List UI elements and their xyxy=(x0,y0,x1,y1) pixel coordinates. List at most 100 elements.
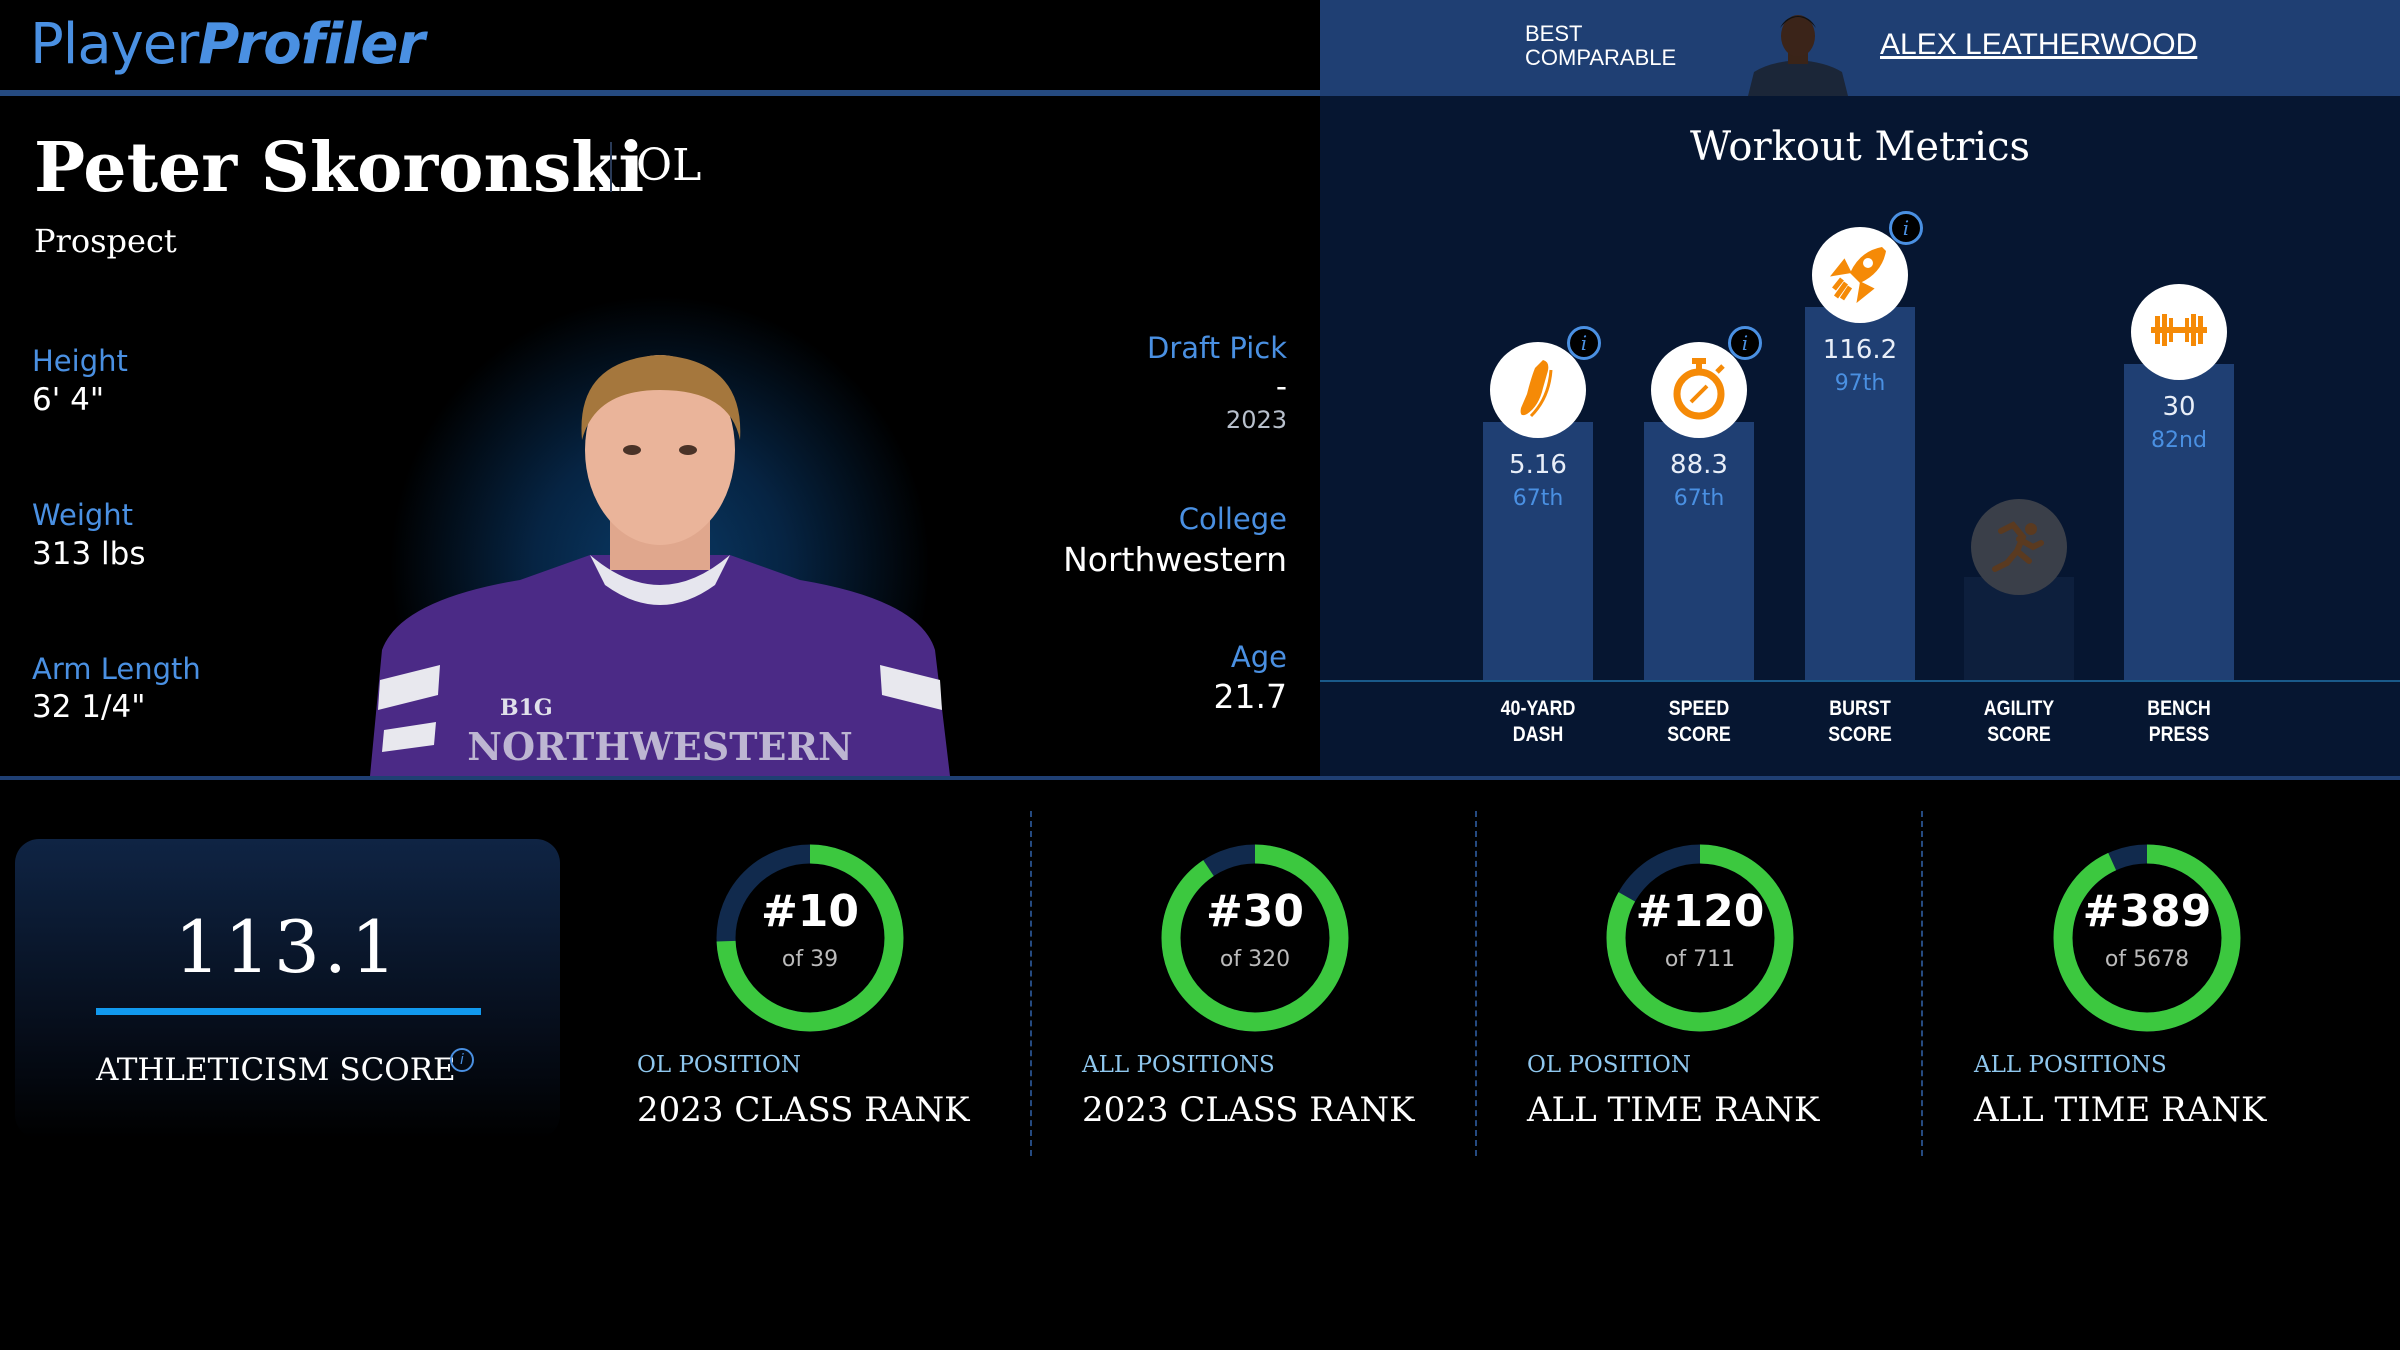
runner-icon-circle xyxy=(1971,499,2067,595)
comparable-player-photo xyxy=(1748,15,1848,96)
metric-label-line1: SPEED xyxy=(1668,697,1730,720)
metric-label-line1: AGILITY xyxy=(1983,697,2055,720)
rank-number: #30 xyxy=(1205,886,1305,937)
rank-category: OL POSITION xyxy=(1527,1052,1692,1078)
metric-value: 88.3 xyxy=(1670,450,1728,481)
metric-label: 40-YARD DASH xyxy=(1470,696,1606,748)
rank-category: ALL POSITIONS xyxy=(1082,1052,1275,1078)
info-icon[interactable]: i xyxy=(450,1048,474,1072)
jersey-text: NORTHWESTERN xyxy=(467,724,853,769)
rank-category: OL POSITION xyxy=(637,1052,802,1078)
metric-bar xyxy=(1644,422,1754,680)
metric-label-line2: PRESS xyxy=(2148,723,2210,746)
shoe-icon-circle xyxy=(1490,342,1586,439)
best-comparable-label: BEST COMPARABLE xyxy=(1525,22,1676,70)
rank-divider xyxy=(1921,811,1923,1156)
metric-label-line2: SCORE xyxy=(1987,723,2051,746)
metric-label-line1: 40-YARD xyxy=(1500,697,1576,720)
height-value: 6' 4" xyxy=(32,382,105,418)
metric-label: SPEED SCORE xyxy=(1631,696,1767,748)
athleticism-score-card xyxy=(15,839,560,1139)
rank-ring xyxy=(2053,844,2241,1032)
athleticism-score-bar xyxy=(96,1008,481,1015)
metric-value: 116.2 xyxy=(1822,334,1898,365)
metric-label-line2: SCORE xyxy=(1828,723,1892,746)
ring-fill xyxy=(1606,844,1794,1032)
ring-fill xyxy=(1161,844,1349,1032)
draft-year: 2023 xyxy=(1225,406,1287,434)
chart-title: Workout Metrics xyxy=(1689,124,2031,170)
player-photo: NORTHWESTERN B1G xyxy=(370,355,950,776)
metric-label: BENCH PRESS xyxy=(2111,696,2247,748)
rank-title: ALL TIME RANK xyxy=(1974,1090,2267,1130)
metric-label-line1: BURST xyxy=(1829,697,1891,720)
ring-fill xyxy=(2053,844,2241,1032)
section-divider xyxy=(0,776,2400,780)
metric-value: 5.16 xyxy=(1509,450,1567,481)
athleticism-score-value: 113.1 xyxy=(174,905,401,989)
metric-bar xyxy=(2124,364,2234,680)
jersey-patch: B1G xyxy=(500,695,553,721)
metric-label-line1: BENCH xyxy=(2147,697,2211,720)
rank-number: #120 xyxy=(1635,886,1765,937)
rank-divider xyxy=(1030,811,1032,1156)
label-line1: BEST xyxy=(1525,21,1583,46)
header-divider xyxy=(0,90,1320,96)
info-icon[interactable]: i xyxy=(1728,326,1762,361)
arm-length-value: 32 1/4" xyxy=(32,689,146,725)
college-label: College xyxy=(1178,502,1287,536)
rank-total: of 5678 xyxy=(2104,947,2190,972)
ring-fill xyxy=(716,844,904,1032)
rank-title: 2023 CLASS RANK xyxy=(1082,1090,1415,1130)
age-label: Age xyxy=(1230,640,1287,674)
age-value: 21.7 xyxy=(1213,677,1287,716)
metric-bar xyxy=(1483,422,1593,680)
height-label: Height xyxy=(32,344,128,378)
info-icon[interactable]: i xyxy=(1567,326,1601,361)
barbell-icon xyxy=(2147,310,2211,354)
rank-title: 2023 CLASS RANK xyxy=(637,1090,970,1130)
draft-pick-value: - xyxy=(1275,369,1287,405)
rank-ring xyxy=(716,844,904,1032)
name-separator xyxy=(610,142,612,192)
rank-category: ALL POSITIONS xyxy=(1974,1052,2167,1078)
rank-ring xyxy=(1161,844,1349,1032)
metric-bar xyxy=(1805,306,1915,680)
rank-ring xyxy=(1606,844,1794,1032)
top-bar xyxy=(0,0,1320,90)
player-position: OL xyxy=(636,140,702,191)
draft-pick-label: Draft Pick xyxy=(1147,331,1287,365)
metric-label: AGILITY SCORE xyxy=(1951,696,2087,748)
metric-percentile: 97th xyxy=(1834,370,1886,396)
stopwatch-icon xyxy=(1669,356,1729,424)
metric-label: BURST SCORE xyxy=(1792,696,1928,748)
rank-total: of 320 xyxy=(1219,947,1291,972)
rank-number: #10 xyxy=(760,886,860,937)
comparable-player-link[interactable]: ALEX LEATHERWOOD xyxy=(1880,28,2198,61)
best-comparable-banner xyxy=(1320,0,2400,96)
logo-part2: Profiler xyxy=(198,12,425,77)
metric-label-line2: SCORE xyxy=(1667,723,1731,746)
barbell-icon-circle xyxy=(2131,284,2227,381)
arm-length-label: Arm Length xyxy=(32,652,201,686)
rank-divider xyxy=(1475,811,1477,1156)
shoe-icon xyxy=(1513,358,1563,422)
label-line2: COMPARABLE xyxy=(1525,45,1677,70)
weight-value: 313 lbs xyxy=(32,536,146,572)
logo-part1: Player xyxy=(30,12,199,77)
rank-total: of 711 xyxy=(1664,947,1736,972)
metric-percentile: 67th xyxy=(1512,486,1564,512)
player-name: Peter Skoronski xyxy=(34,128,645,208)
metric-percentile: 67th xyxy=(1673,486,1725,512)
athleticism-score-label: ATHLETICISM SCORE xyxy=(96,1052,456,1088)
info-icon[interactable]: i xyxy=(1889,210,1923,245)
rocket-icon xyxy=(1829,243,1890,307)
rank-number: #389 xyxy=(2082,886,2212,937)
stopwatch-icon-circle xyxy=(1651,342,1747,439)
chart-baseline xyxy=(1320,680,2400,682)
rocket-icon-circle xyxy=(1812,226,1908,323)
player-profiler-logo[interactable]: PlayerProfiler xyxy=(30,12,425,77)
metric-percentile: 82nd xyxy=(2151,428,2207,454)
weight-label: Weight xyxy=(32,498,134,532)
college-value: Northwestern xyxy=(1063,540,1287,579)
